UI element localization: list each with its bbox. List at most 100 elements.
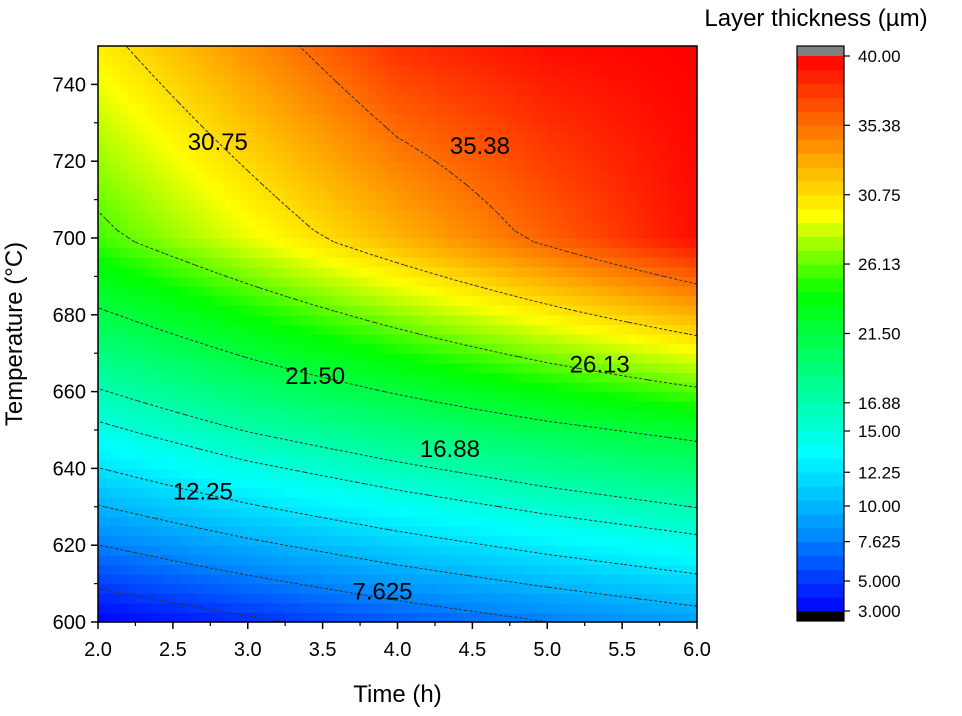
heatmap-cell xyxy=(150,410,159,421)
heatmap-cell xyxy=(607,420,616,431)
heatmap-cell xyxy=(120,420,129,431)
heatmap-cell xyxy=(524,132,533,143)
heatmap-cell xyxy=(419,410,429,421)
heatmap-cell xyxy=(592,190,601,201)
heatmap-cell xyxy=(419,526,429,537)
heatmap-cell xyxy=(285,94,294,105)
heatmap-cell xyxy=(277,199,286,210)
heatmap-cell xyxy=(464,401,473,412)
heatmap-cell xyxy=(240,401,249,412)
heatmap-cell xyxy=(217,84,226,95)
heatmap-cell xyxy=(614,554,623,565)
heatmap-cell xyxy=(629,84,638,95)
heatmap-cell xyxy=(142,497,152,508)
heatmap-cell xyxy=(667,170,676,181)
heatmap-cell xyxy=(659,228,668,239)
heatmap-cell xyxy=(667,564,676,575)
heatmap-cell xyxy=(667,94,676,105)
heatmap-cell xyxy=(584,362,593,373)
heatmap-cell xyxy=(629,247,638,258)
heatmap-cell xyxy=(599,401,608,412)
heatmap-cell xyxy=(270,84,279,95)
heatmap-cell xyxy=(509,180,518,191)
heatmap-cell xyxy=(172,257,181,268)
heatmap-cell xyxy=(427,583,436,594)
heatmap-cell xyxy=(127,295,137,306)
heatmap-cell xyxy=(277,55,286,66)
heatmap-cell xyxy=(509,65,518,76)
heatmap-cell xyxy=(652,218,661,229)
heatmap-cell xyxy=(202,574,211,585)
heatmap-cell xyxy=(315,247,324,258)
heatmap-cell xyxy=(300,190,309,201)
heatmap-cell xyxy=(577,343,586,354)
heatmap-cell xyxy=(524,247,533,258)
heatmap-cell xyxy=(322,247,331,258)
heatmap-cell xyxy=(195,468,204,479)
heatmap-cell xyxy=(360,353,369,364)
heatmap-cell xyxy=(494,257,503,268)
heatmap-cell xyxy=(187,199,196,210)
heatmap-cell xyxy=(292,84,301,95)
heatmap-cell xyxy=(629,353,638,364)
heatmap-cell xyxy=(494,84,503,95)
heatmap-cell xyxy=(390,497,399,508)
heatmap-cell xyxy=(210,238,219,249)
heatmap-cell xyxy=(547,583,556,594)
heatmap-cell xyxy=(562,132,571,143)
heatmap-cell xyxy=(202,439,211,450)
heatmap-cell xyxy=(390,583,399,594)
heatmap-cell xyxy=(517,362,526,373)
heatmap-cell xyxy=(629,46,638,57)
heatmap-cell xyxy=(367,103,376,114)
heatmap-cell xyxy=(412,449,421,460)
heatmap-cell xyxy=(397,602,406,613)
heatmap-cell xyxy=(112,218,122,229)
heatmap-cell xyxy=(217,574,226,585)
heatmap-cell xyxy=(637,266,646,277)
heatmap-cell xyxy=(277,132,286,143)
heatmap-cell xyxy=(345,295,354,306)
heatmap-cell xyxy=(142,170,152,181)
heatmap-cell xyxy=(577,103,586,114)
heatmap-cell xyxy=(217,334,226,345)
heatmap-cell xyxy=(98,286,107,297)
heatmap-cell xyxy=(225,343,234,354)
heatmap-cell xyxy=(494,286,503,297)
heatmap-cell xyxy=(307,295,316,306)
heatmap-cell xyxy=(322,84,331,95)
heatmap-cell xyxy=(352,65,361,76)
heatmap-cell xyxy=(622,324,631,335)
heatmap-cell xyxy=(509,238,518,249)
heatmap-cell xyxy=(345,218,354,229)
heatmap-cell xyxy=(240,295,249,306)
heatmap-cell xyxy=(210,612,219,623)
heatmap-cell xyxy=(554,564,563,575)
colorbar-band xyxy=(797,527,844,543)
heatmap-cell xyxy=(442,478,451,489)
heatmap-cell xyxy=(479,113,488,124)
heatmap-cell xyxy=(180,286,189,297)
heatmap-cell xyxy=(509,583,518,594)
heatmap-cell xyxy=(607,574,616,585)
heatmap-cell xyxy=(172,334,181,345)
heatmap-cell xyxy=(644,94,653,105)
heatmap-cell xyxy=(539,257,548,268)
heatmap-cell xyxy=(120,362,129,373)
heatmap-cell xyxy=(442,276,451,287)
heatmap-cell xyxy=(509,478,518,489)
heatmap-cell xyxy=(442,430,451,441)
heatmap-cell xyxy=(539,295,548,306)
heatmap-cell xyxy=(112,238,122,249)
heatmap-cell xyxy=(487,458,496,469)
heatmap-cell xyxy=(255,295,264,306)
heatmap-cell xyxy=(502,602,511,613)
heatmap-cell xyxy=(577,382,586,393)
heatmap-cell xyxy=(637,238,646,249)
heatmap-cell xyxy=(674,132,683,143)
heatmap-cell xyxy=(404,574,414,585)
heatmap-cell xyxy=(412,526,421,537)
heatmap-cell xyxy=(412,564,421,575)
heatmap-cell xyxy=(367,65,376,76)
heatmap-cell xyxy=(547,151,556,162)
